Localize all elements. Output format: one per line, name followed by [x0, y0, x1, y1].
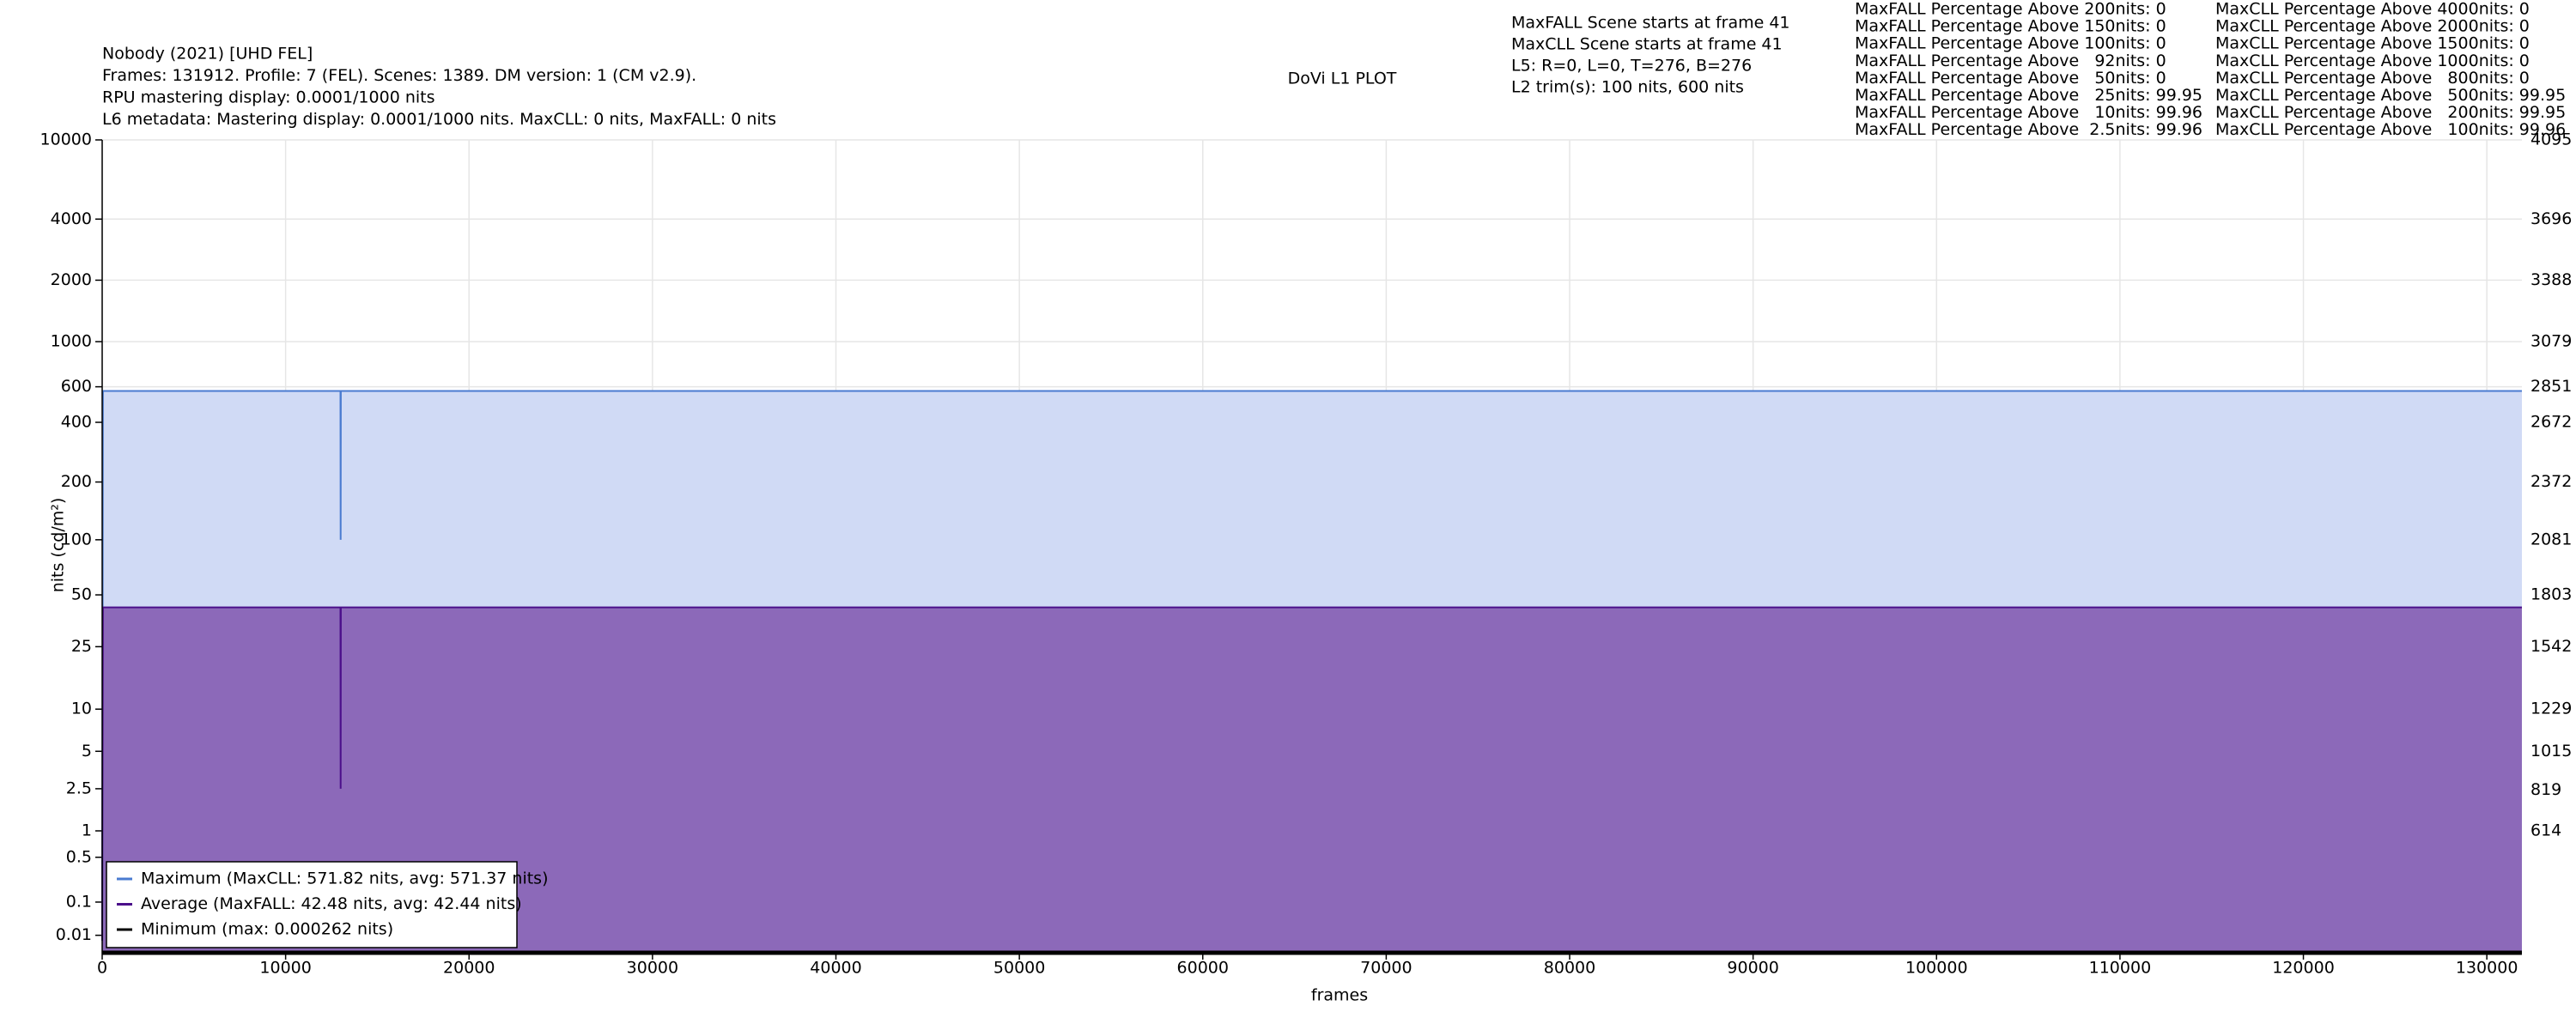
- maxcll-stat: MaxCLL Percentage Above 500nits: 99.95: [2215, 86, 2566, 105]
- x-tick-label: 0: [97, 959, 107, 978]
- scene-info: MaxFALL Scene starts at frame 41: [1511, 14, 1790, 33]
- y2-tick-label: 1803: [2530, 585, 2572, 604]
- maxcll-stat: MaxCLL Percentage Above 800nits: 0: [2215, 69, 2530, 88]
- legend-box: [106, 861, 518, 948]
- y-tick-label: 2.5: [66, 779, 92, 797]
- y-axis-label: nits (cd/m²): [49, 498, 68, 593]
- x-axis-label: frames: [1311, 986, 1368, 1005]
- y-tick-label: 5: [82, 742, 92, 760]
- x-tick-label: 40000: [810, 959, 861, 978]
- y-tick-label: 1000: [51, 332, 92, 351]
- header-line: Frames: 131912. Profile: 7 (FEL). Scenes…: [102, 66, 696, 85]
- x-tick-label: 100000: [1905, 959, 1968, 978]
- x-tick-label: 110000: [2089, 959, 2152, 978]
- y-tick-label: 600: [61, 377, 92, 396]
- y2-tick-label: 3079: [2530, 331, 2572, 350]
- y-tick-label: 50: [71, 585, 92, 604]
- x-tick-label: 90000: [1727, 959, 1778, 978]
- maxcll-stat: MaxCLL Percentage Above 1000nits: 0: [2215, 52, 2530, 70]
- x-tick-label: 50000: [993, 959, 1045, 978]
- y2-tick-label: 1229: [2530, 699, 2572, 718]
- x-tick-label: 80000: [1544, 959, 1595, 978]
- x-tick-label: 30000: [627, 959, 678, 978]
- maxcll-stat: MaxCLL Percentage Above 100nits: 99.96: [2215, 120, 2566, 139]
- y2-tick-label: 1542: [2530, 637, 2572, 656]
- y-tick-label: 200: [61, 472, 92, 491]
- y2-tick-label: 2672: [2530, 413, 2572, 432]
- y-tick-label: 400: [61, 413, 92, 432]
- header-line: RPU mastering display: 0.0001/1000 nits: [102, 88, 435, 107]
- y2-tick-label: 614: [2530, 821, 2561, 840]
- y-tick-label: 0.5: [66, 847, 92, 866]
- y-tick-label: 0.01: [56, 925, 92, 944]
- y-tick-label: 25: [71, 637, 92, 656]
- y-tick-label: 2000: [51, 270, 92, 289]
- maxfall-stat: MaxFALL Percentage Above 2.5nits: 99.96: [1855, 120, 2202, 139]
- maxfall-stat: MaxFALL Percentage Above 92nits: 0: [1855, 52, 2166, 70]
- y2-tick-label: 4095: [2530, 130, 2572, 149]
- x-tick-label: 60000: [1177, 959, 1229, 978]
- x-tick-label: 70000: [1360, 959, 1412, 978]
- maxcll-stat: MaxCLL Percentage Above 2000nits: 0: [2215, 17, 2530, 36]
- y2-tick-label: 819: [2530, 780, 2561, 799]
- x-tick-label: 120000: [2272, 959, 2335, 978]
- chart-title: DoVi L1 PLOT: [1288, 70, 1397, 88]
- y2-tick-label: 1015: [2530, 742, 2572, 760]
- maxfall-stat: MaxFALL Percentage Above 50nits: 0: [1855, 69, 2166, 88]
- maxcll-stat: MaxCLL Percentage Above 4000nits: 0: [2215, 0, 2530, 19]
- y-tick-label: 10000: [40, 130, 92, 149]
- y-tick-label: 4000: [51, 209, 92, 228]
- y2-tick-label: 3696: [2530, 209, 2572, 228]
- header-line: L6 metadata: Mastering display: 0.0001/1…: [102, 110, 776, 129]
- y2-tick-label: 2081: [2530, 530, 2572, 548]
- maxfall-stat: MaxFALL Percentage Above 10nits: 99.96: [1855, 103, 2202, 122]
- legend-label: Minimum (max: 0.000262 nits): [141, 920, 393, 939]
- series-area: [102, 607, 2522, 953]
- y-tick-label: 1: [82, 821, 92, 840]
- legend-label: Average (MaxFALL: 42.48 nits, avg: 42.44…: [141, 894, 522, 913]
- y2-tick-label: 2372: [2530, 472, 2572, 491]
- maxcll-stat: MaxCLL Percentage Above 1500nits: 0: [2215, 34, 2530, 53]
- y2-tick-label: 2851: [2530, 377, 2572, 396]
- x-tick-label: 130000: [2456, 959, 2518, 978]
- y-tick-label: 100: [61, 530, 92, 548]
- y-tick-label: 0.1: [66, 892, 92, 911]
- header-line: Nobody (2021) [UHD FEL]: [102, 45, 313, 64]
- scene-info: L2 trim(s): 100 nits, 600 nits: [1511, 78, 1744, 97]
- y-tick-label: 10: [71, 700, 92, 718]
- scene-info: L5: R=0, L=0, T=276, B=276: [1511, 57, 1752, 76]
- maxfall-stat: MaxFALL Percentage Above 200nits: 0: [1855, 0, 2166, 19]
- x-tick-label: 10000: [259, 959, 311, 978]
- x-tick-label: 20000: [443, 959, 495, 978]
- legend-label: Maximum (MaxCLL: 571.82 nits, avg: 571.3…: [141, 869, 549, 888]
- y2-tick-label: 3388: [2530, 270, 2572, 289]
- scene-info: MaxCLL Scene starts at frame 41: [1511, 35, 1783, 54]
- maxfall-stat: MaxFALL Percentage Above 150nits: 0: [1855, 17, 2166, 36]
- maxfall-stat: MaxFALL Percentage Above 100nits: 0: [1855, 34, 2166, 53]
- maxcll-stat: MaxCLL Percentage Above 200nits: 99.95: [2215, 103, 2566, 122]
- maxfall-stat: MaxFALL Percentage Above 25nits: 99.95: [1855, 86, 2202, 105]
